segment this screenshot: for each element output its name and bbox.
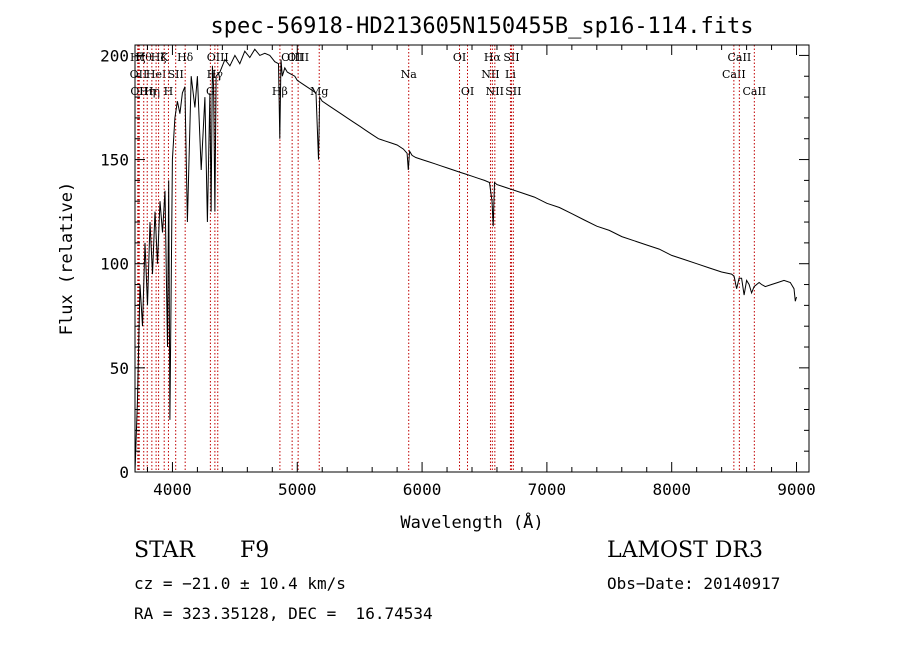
redshift-velocity: cz = −21.0 ± 10.4 km/s	[134, 574, 346, 593]
spectral-line-label: Hβ	[272, 85, 288, 98]
spectral-line-label: Na	[401, 68, 418, 81]
spectral-line-label: CaII	[742, 85, 766, 98]
spectral-line-label: HeI	[146, 68, 166, 81]
y-tick-label: 200	[100, 46, 129, 65]
x-tick-label: 9000	[777, 480, 816, 499]
spectral-line-label: Hθ	[136, 51, 153, 64]
object-class: STAR	[134, 538, 195, 563]
survey-name: LAMOST DR3	[607, 538, 763, 563]
y-tick-label: 100	[100, 255, 129, 274]
spectral-line-label: CaII	[722, 68, 746, 81]
spectral-line-label: Hγ	[207, 68, 224, 81]
y-tick-label: 50	[110, 359, 129, 378]
spectral-line-label: Hδ	[177, 51, 194, 64]
plot-frame	[134, 44, 810, 473]
spectral-line-label: OI	[461, 85, 474, 98]
spectral-line-label: Hζ	[151, 51, 167, 64]
x-tick-label: 8000	[652, 480, 691, 499]
spectral-line-label: Hη	[139, 85, 155, 98]
spectral-line-label: OIII	[287, 51, 309, 64]
spectral-line-label: OIII	[207, 51, 229, 64]
spectral-line-label: G	[206, 85, 215, 98]
spectral-line-label: OI	[453, 51, 466, 64]
spectral-line-label: Hη	[144, 85, 160, 98]
observation-date: Obs−Date: 20140917	[607, 574, 781, 593]
x-tick-label: 6000	[403, 480, 442, 499]
spectral-line-label: CaII	[728, 51, 752, 64]
spectral-line-label: Hα	[484, 51, 502, 64]
spectral-line-label: NII	[481, 68, 499, 81]
spectral-line-label: Mg	[310, 85, 328, 98]
object-subclass: F9	[240, 538, 270, 563]
spectral-line-label: SII	[505, 85, 521, 98]
x-tick-label: 4000	[153, 480, 192, 499]
y-tick-label: 0	[119, 463, 129, 482]
spectral-line-label: H	[164, 85, 174, 98]
ra-dec-coordinates: RA = 323.35128, DEC = 16.74534	[134, 604, 433, 623]
spectral-line-label: K	[160, 51, 169, 64]
spectral-line-label: Li	[505, 68, 516, 81]
spectral-line-label: SII	[503, 51, 519, 64]
x-tick-label: 7000	[528, 480, 567, 499]
chart-title: spec-56918-HD213605N150455B_sp16-114.fit…	[210, 14, 753, 39]
x-axis-label: Wavelength (Å)	[400, 511, 543, 533]
spectrum-line	[134, 48, 797, 473]
spectral-line-label: Hζ	[130, 51, 146, 64]
spectrum-chart: HζOIIOIIHθHηHηHeIHζKHSIIHδGHγOIIIHβOIIIO…	[57, 14, 816, 533]
spectral-line-label: OII	[130, 68, 148, 81]
spectral-line-label: SII	[168, 68, 184, 81]
y-axis-label: Flux (relative)	[57, 182, 77, 336]
x-tick-label: 5000	[278, 480, 317, 499]
y-tick-label: 150	[100, 151, 129, 170]
spectral-line-label: NII	[486, 85, 504, 98]
